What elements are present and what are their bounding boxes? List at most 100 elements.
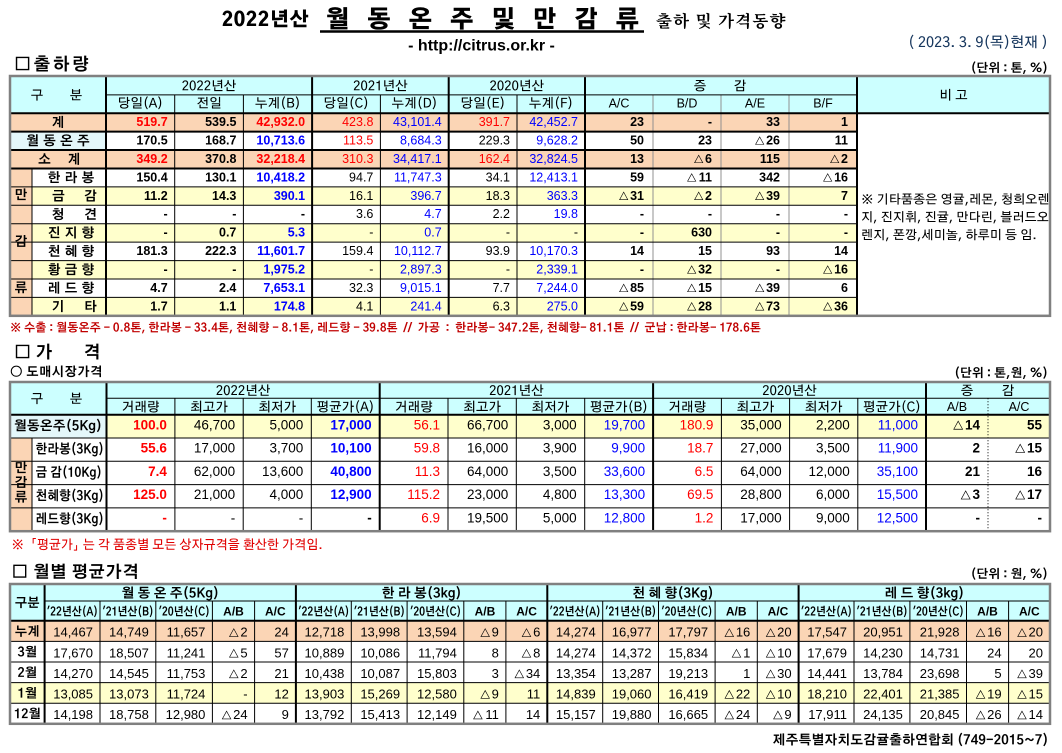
svg-text:-: - <box>976 511 981 526</box>
svg-text:275.0: 275.0 <box>547 299 578 313</box>
svg-text:33,600: 33,600 <box>604 464 645 479</box>
svg-text:-: - <box>367 511 372 526</box>
svg-text:B/F: B/F <box>813 96 833 110</box>
svg-text:12,149: 12,149 <box>417 707 457 722</box>
svg-text:10,438: 10,438 <box>305 666 345 681</box>
svg-text:20: 20 <box>1029 645 1043 660</box>
svg-text:19,500: 19,500 <box>467 511 508 526</box>
svg-text:17,911: 17,911 <box>808 707 847 722</box>
svg-text:10,087: 10,087 <box>360 666 400 681</box>
svg-text:59: 59 <box>630 299 644 313</box>
svg-text:12: 12 <box>274 687 288 702</box>
svg-text:A/C: A/C <box>609 96 630 110</box>
svg-text:19,700: 19,700 <box>604 417 645 432</box>
svg-text:17,670: 17,670 <box>53 645 93 660</box>
svg-text:1.1: 1.1 <box>219 299 236 313</box>
svg-text:11,747.3: 11,747.3 <box>394 170 442 184</box>
svg-text:31: 31 <box>630 189 644 203</box>
svg-text:14,372: 14,372 <box>612 645 652 660</box>
svg-text:A/B: A/B <box>475 604 496 618</box>
svg-text:15,500: 15,500 <box>877 487 918 502</box>
svg-text:19,213: 19,213 <box>668 666 708 681</box>
svg-text:11: 11 <box>835 134 848 148</box>
svg-text:18,758: 18,758 <box>109 707 149 722</box>
svg-text:16: 16 <box>1027 464 1043 479</box>
svg-text:423.8: 423.8 <box>342 115 373 129</box>
svg-text:14,839: 14,839 <box>556 687 596 702</box>
svg-text:310.3: 310.3 <box>342 152 373 166</box>
svg-text:1: 1 <box>743 666 750 681</box>
svg-text:16,665: 16,665 <box>668 707 708 722</box>
svg-text:33: 33 <box>766 115 780 129</box>
svg-text:3,900: 3,900 <box>543 441 577 456</box>
svg-text:13,287: 13,287 <box>612 666 652 681</box>
svg-text:59.8: 59.8 <box>414 441 440 456</box>
svg-text:16.1: 16.1 <box>349 189 373 203</box>
svg-text:A/B: A/B <box>947 400 967 414</box>
svg-text:16: 16 <box>834 170 848 184</box>
svg-text:26: 26 <box>987 707 1001 722</box>
svg-text:-: - <box>299 511 304 526</box>
svg-text:56.1: 56.1 <box>414 417 440 432</box>
svg-text:6.9: 6.9 <box>421 511 440 526</box>
svg-text:35,100: 35,100 <box>877 464 918 479</box>
svg-text:85: 85 <box>630 281 644 295</box>
svg-text:12,900: 12,900 <box>330 487 371 502</box>
svg-text:13,998: 13,998 <box>360 625 400 640</box>
svg-text:-: - <box>243 687 247 702</box>
svg-text:30: 30 <box>777 666 791 681</box>
svg-text:36: 36 <box>834 299 848 313</box>
svg-text:16: 16 <box>987 625 1001 640</box>
svg-text:A/C: A/C <box>516 604 537 618</box>
svg-text:7: 7 <box>841 189 848 203</box>
svg-text:4,000: 4,000 <box>270 487 304 502</box>
svg-text:62,000: 62,000 <box>194 464 235 479</box>
svg-text:15: 15 <box>1029 687 1043 702</box>
svg-text:2,897.3: 2,897.3 <box>400 263 442 277</box>
svg-text:9,015.1: 9,015.1 <box>400 281 442 295</box>
svg-text:14,274: 14,274 <box>556 625 596 640</box>
svg-text:3,700: 3,700 <box>270 441 304 456</box>
svg-text:-: - <box>506 226 510 240</box>
svg-text:39: 39 <box>1029 666 1043 681</box>
svg-text:15,269: 15,269 <box>360 687 400 702</box>
svg-text:-: - <box>506 263 510 277</box>
svg-text:181.3: 181.3 <box>136 244 167 258</box>
svg-text:4,800: 4,800 <box>543 487 577 502</box>
svg-text:16,977: 16,977 <box>612 625 652 640</box>
svg-text:-: - <box>369 226 373 240</box>
svg-text:24: 24 <box>233 707 247 722</box>
svg-text:A/C: A/C <box>768 604 789 618</box>
svg-text:539.5: 539.5 <box>205 115 236 129</box>
svg-text:370.8: 370.8 <box>205 152 236 166</box>
svg-text:3: 3 <box>972 487 980 502</box>
svg-text:4.1: 4.1 <box>356 299 373 313</box>
svg-text:12,800: 12,800 <box>604 511 645 526</box>
svg-text:14.3: 14.3 <box>212 189 236 203</box>
svg-text:14: 14 <box>1029 707 1043 722</box>
svg-text:20: 20 <box>777 625 791 640</box>
svg-text:9,900: 9,900 <box>611 441 645 456</box>
svg-text:20,845: 20,845 <box>920 707 960 722</box>
svg-text:174.8: 174.8 <box>274 299 305 313</box>
svg-text:14: 14 <box>630 244 644 258</box>
svg-text:519.7: 519.7 <box>136 115 167 129</box>
svg-text:-: - <box>640 263 644 277</box>
svg-text:5: 5 <box>240 645 247 660</box>
svg-text:7,244.0: 7,244.0 <box>536 281 578 295</box>
svg-text:2,200: 2,200 <box>816 417 850 432</box>
svg-text:24: 24 <box>987 645 1001 660</box>
svg-text:12,500: 12,500 <box>877 511 918 526</box>
svg-text:11.2: 11.2 <box>144 189 168 203</box>
svg-text:64,000: 64,000 <box>740 464 781 479</box>
svg-text:-: - <box>164 207 168 221</box>
svg-text:4.7: 4.7 <box>150 281 167 295</box>
svg-text:8: 8 <box>492 645 499 660</box>
svg-text:10,713.6: 10,713.6 <box>256 134 305 148</box>
svg-text:18,210: 18,210 <box>807 687 847 702</box>
svg-text:23: 23 <box>630 115 644 129</box>
svg-text:-: - <box>232 263 236 277</box>
svg-text:11: 11 <box>527 687 541 702</box>
svg-text:1,975.2: 1,975.2 <box>263 263 305 277</box>
svg-text:222.3: 222.3 <box>205 244 236 258</box>
